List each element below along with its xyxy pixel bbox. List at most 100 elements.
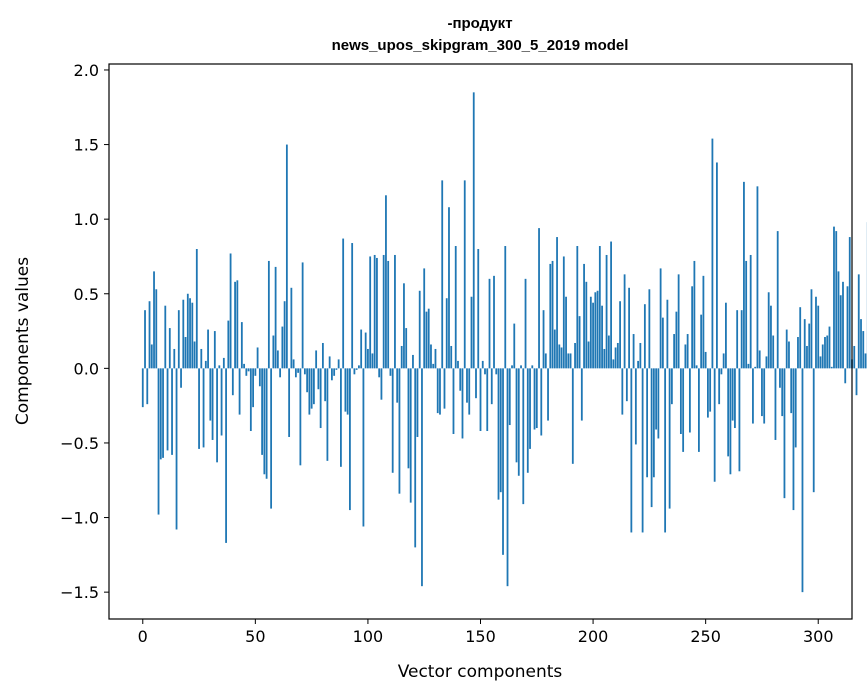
bar	[695, 365, 698, 369]
bar	[799, 307, 802, 369]
bar	[445, 298, 448, 369]
bar	[335, 368, 338, 370]
bar	[781, 368, 784, 417]
bar	[198, 368, 200, 449]
bar	[734, 368, 736, 429]
bar	[400, 345, 403, 369]
bar	[587, 341, 590, 369]
bar	[416, 368, 419, 437]
bar	[457, 360, 459, 369]
bar	[403, 283, 405, 369]
bar	[312, 368, 315, 405]
bar	[711, 138, 714, 369]
y-axis-ticks: 2.0 1.5 1.0 0.5 0.0 −0.5 −1.0 −1.5	[60, 61, 109, 602]
y-tick-label: −1.0	[60, 509, 99, 528]
bar	[279, 368, 282, 378]
y-tick-label: 1.0	[74, 210, 99, 229]
bar	[218, 365, 221, 369]
bar	[745, 260, 748, 369]
bar	[265, 368, 268, 479]
bar	[756, 186, 759, 369]
bar	[173, 348, 176, 369]
bar	[580, 368, 583, 421]
bar	[144, 310, 146, 369]
bar	[225, 368, 227, 543]
bar	[256, 347, 259, 369]
bar	[315, 350, 318, 369]
bar	[736, 310, 739, 369]
bar	[385, 195, 387, 369]
bar	[565, 296, 567, 369]
bar	[839, 295, 842, 369]
bar	[484, 368, 486, 375]
bar	[515, 368, 518, 463]
bar	[166, 368, 169, 451]
bar	[828, 326, 831, 369]
bar	[598, 246, 601, 369]
bar	[763, 368, 766, 424]
bar	[454, 246, 457, 369]
bar	[520, 365, 522, 369]
y-tick-label: 1.5	[74, 136, 99, 155]
bar	[860, 319, 862, 369]
bar	[306, 368, 309, 393]
bar	[272, 335, 275, 369]
bar	[499, 368, 502, 493]
bar	[213, 331, 216, 369]
bar	[258, 368, 261, 387]
bar	[243, 363, 245, 369]
bar	[177, 310, 180, 369]
bar	[231, 368, 234, 396]
bar	[407, 368, 410, 469]
bar	[506, 368, 509, 587]
bar	[448, 207, 450, 369]
bar	[569, 353, 572, 369]
bar	[184, 337, 187, 369]
bar	[303, 368, 306, 375]
bar	[382, 254, 385, 369]
bar	[779, 368, 781, 388]
bar	[378, 368, 381, 378]
bar	[261, 368, 263, 455]
bar	[389, 368, 392, 376]
bar	[747, 363, 750, 369]
bar	[475, 368, 477, 399]
bar	[812, 368, 815, 493]
bar	[423, 268, 426, 369]
bar	[560, 347, 563, 369]
bar	[576, 246, 579, 369]
bar	[364, 332, 367, 369]
bar	[684, 344, 687, 369]
bar	[819, 356, 822, 369]
bar	[686, 334, 689, 369]
bar	[578, 316, 581, 369]
bar	[524, 278, 527, 369]
bar	[396, 368, 399, 403]
bar	[677, 274, 680, 369]
bar	[835, 231, 838, 369]
bar	[833, 226, 835, 369]
bar	[439, 368, 441, 415]
x-tick-label: 300	[803, 627, 834, 646]
bar	[391, 368, 394, 473]
bar	[463, 180, 466, 369]
x-tick-label: 50	[245, 627, 265, 646]
bar	[488, 278, 491, 369]
bar	[513, 323, 516, 369]
bar	[632, 334, 635, 369]
bar	[743, 181, 745, 369]
bar	[650, 368, 653, 508]
bar	[553, 329, 556, 369]
bar	[328, 356, 331, 369]
x-axis-ticks: 0 50 100 150 200 250 300	[138, 619, 834, 646]
bar	[441, 180, 444, 369]
x-tick-label: 150	[465, 627, 496, 646]
bar	[276, 350, 279, 369]
bar	[301, 262, 304, 369]
bar	[738, 368, 741, 472]
bar	[369, 256, 372, 369]
bar	[245, 368, 248, 376]
bar	[285, 144, 288, 369]
y-tick-label: −1.5	[60, 583, 99, 602]
